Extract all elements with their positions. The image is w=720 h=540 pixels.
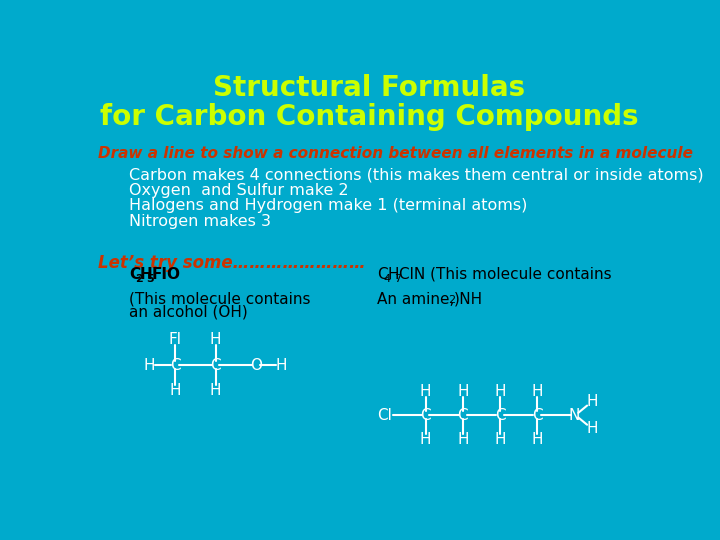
Text: Let’s try some……………………: Let’s try some…………………… xyxy=(98,254,365,273)
Text: ClN (This molecule contains: ClN (This molecule contains xyxy=(399,267,612,282)
Text: C: C xyxy=(532,408,542,423)
Text: Fl: Fl xyxy=(168,332,181,347)
Text: H: H xyxy=(420,431,431,447)
Text: C: C xyxy=(457,408,468,423)
Text: H: H xyxy=(587,394,598,409)
Text: H: H xyxy=(140,267,153,282)
Text: H: H xyxy=(387,267,399,282)
Text: H: H xyxy=(457,384,469,399)
Text: 7: 7 xyxy=(395,274,402,284)
Text: C: C xyxy=(170,357,181,373)
Text: Structural Formulas: Structural Formulas xyxy=(213,74,525,102)
Text: C: C xyxy=(420,408,431,423)
Text: Carbon makes 4 connections (this makes them central or inside atoms): Carbon makes 4 connections (this makes t… xyxy=(129,167,703,183)
Bar xyxy=(90,65,648,146)
Text: an alcohol (OH): an alcohol (OH) xyxy=(129,304,248,319)
Text: for Carbon Containing Compounds: for Carbon Containing Compounds xyxy=(99,103,639,131)
Text: An amine, NH: An amine, NH xyxy=(377,292,482,307)
Text: Cl: Cl xyxy=(377,408,392,423)
Text: H: H xyxy=(531,431,543,447)
Text: Draw a line to show a connection between all elements in a molecule: Draw a line to show a connection between… xyxy=(98,146,693,161)
Text: 2: 2 xyxy=(448,295,455,305)
Text: Oxygen  and Sulfur make 2: Oxygen and Sulfur make 2 xyxy=(129,183,348,198)
Text: H: H xyxy=(210,332,221,347)
Text: Halogens and Hydrogen make 1 (terminal atoms): Halogens and Hydrogen make 1 (terminal a… xyxy=(129,198,527,213)
Text: C: C xyxy=(377,267,387,282)
Text: 4: 4 xyxy=(383,274,390,284)
Text: H: H xyxy=(276,357,287,373)
Text: FIO: FIO xyxy=(151,267,180,282)
Text: 2: 2 xyxy=(135,274,143,284)
Text: H: H xyxy=(531,384,543,399)
Text: O: O xyxy=(250,357,262,373)
Text: H: H xyxy=(587,421,598,436)
Text: H: H xyxy=(144,357,156,373)
Text: C: C xyxy=(129,267,140,282)
Text: 5: 5 xyxy=(147,274,154,284)
Text: Nitrogen makes 3: Nitrogen makes 3 xyxy=(129,214,271,228)
Text: H: H xyxy=(494,431,505,447)
Text: C: C xyxy=(210,357,221,373)
Text: H: H xyxy=(457,431,469,447)
Text: C: C xyxy=(495,408,505,423)
Text: H: H xyxy=(420,384,431,399)
Text: H: H xyxy=(494,384,505,399)
Text: ): ) xyxy=(454,292,459,307)
Text: H: H xyxy=(169,383,181,398)
Text: (This molecule contains: (This molecule contains xyxy=(129,292,310,307)
Text: H: H xyxy=(210,383,221,398)
Text: N: N xyxy=(569,408,580,423)
